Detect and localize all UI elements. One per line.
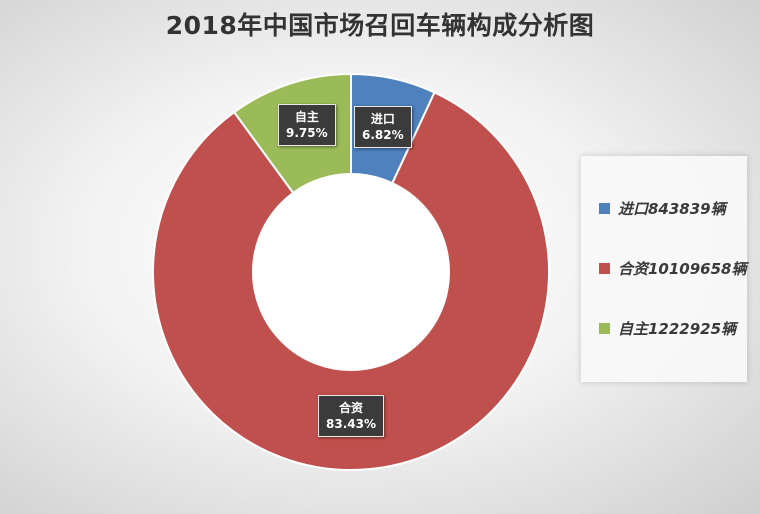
data-label-domestic-percent: 9.75% [286, 126, 328, 140]
data-label-joint-venture-category: 合资 [338, 401, 363, 415]
data-label-import: 进口 6.82% [354, 106, 412, 148]
legend-label-joint-venture: 合资10109658辆 [618, 260, 747, 278]
legend-swatch-domestic [599, 323, 610, 334]
legend-label-import: 进口843839辆 [618, 200, 726, 218]
legend-label-domestic: 自主1222925辆 [618, 320, 737, 338]
chart-title: 2018年中国市场召回车辆构成分析图 [165, 11, 595, 40]
data-label-domestic-category: 自主 [294, 110, 319, 124]
data-label-joint-venture: 合资 83.43% [318, 395, 384, 437]
data-label-domestic: 自主 9.75% [278, 104, 336, 146]
data-label-import-category: 进口 [370, 112, 395, 126]
data-label-import-percent: 6.82% [362, 128, 404, 142]
legend-swatch-joint-venture [599, 263, 610, 274]
donut-slice-joint-venture [152, 91, 550, 471]
donut-hole [254, 175, 448, 369]
legend-swatch-import [599, 203, 610, 214]
legend-item-import: 进口843839辆 [599, 198, 726, 219]
chart-legend: 进口843839辆 合资10109658辆 自主1222925辆 [581, 156, 747, 382]
legend-item-domestic: 自主1222925辆 [599, 318, 736, 339]
data-label-joint-venture-percent: 83.43% [326, 417, 376, 431]
legend-item-joint-venture: 合资10109658辆 [599, 258, 747, 279]
